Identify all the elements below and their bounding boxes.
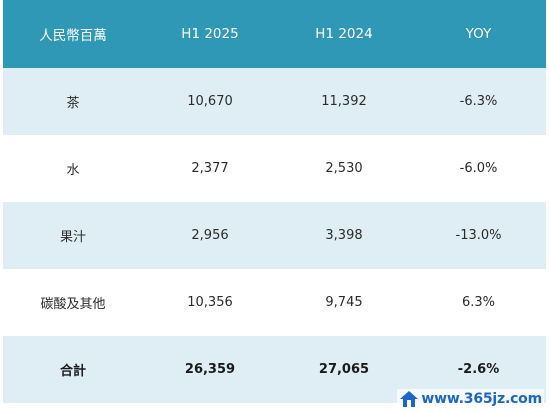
header-h1-2024: H1 2024 [315,26,373,42]
total-h1-2025: 26,359 [184,362,236,377]
table-row: 碳酸及其他 10,356 9,745 6.3% [3,269,546,336]
table-row: 茶 10,670 11,392 -6.3% [3,68,546,135]
watermark-text: www.365jz.com [421,391,542,407]
row-h1-2024: 11,392 [321,94,367,109]
site-watermark: www.365jz.com [397,389,544,409]
row-h1-2025: 10,670 [187,94,233,109]
row-h1-2024: 9,745 [325,295,363,310]
row-category: 茶 [66,96,80,111]
house-logo-icon [399,390,419,408]
row-h1-2025: 2,377 [191,161,229,176]
table-total-row: 合計 26,359 27,065 -2.6% [3,336,546,403]
total-label: 合計 [59,364,86,379]
row-yoy: -6.3% [459,94,498,109]
row-yoy: -6.0% [459,161,498,176]
row-h1-2024: 2,530 [325,161,363,176]
financial-table: 人民幣百萬 H1 2025 H1 2024 YOY 茶 10,670 11,39… [3,0,546,403]
header-unit: 人民幣百萬 [39,28,107,44]
row-h1-2024: 3,398 [325,228,363,243]
row-category: 水 [66,163,80,178]
table-row: 果汁 2,956 3,398 -13.0% [3,202,546,269]
total-h1-2024: 27,065 [318,362,370,377]
table-row: 水 2,377 2,530 -6.0% [3,135,546,202]
row-yoy: 6.3% [461,295,496,310]
header-yoy: YOY [465,26,492,42]
row-category: 碳酸及其他 [40,297,106,312]
header-h1-2025: H1 2025 [181,26,239,42]
row-h1-2025: 2,956 [191,228,229,243]
table-header-row: 人民幣百萬 H1 2025 H1 2024 YOY [3,0,546,68]
row-h1-2025: 10,356 [187,295,233,310]
total-yoy: -2.6% [457,362,500,377]
row-yoy: -13.0% [455,228,502,243]
row-category: 果汁 [59,230,86,245]
